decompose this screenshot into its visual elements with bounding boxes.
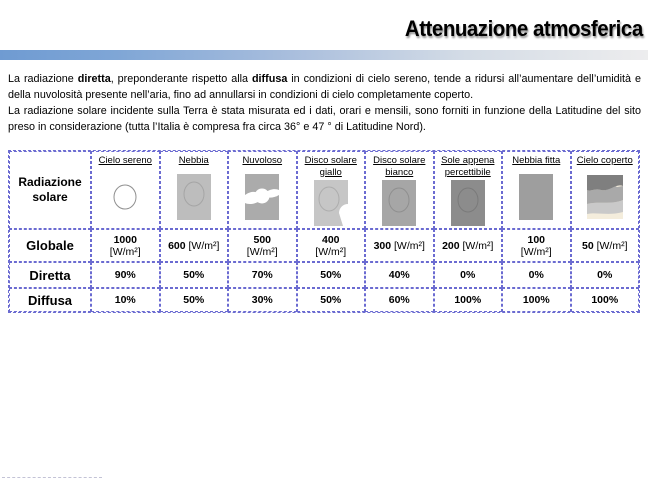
- condition-header: Cielo coperto: [570, 151, 639, 229]
- radiation-table: Radiazione solare Cielo sereno Nebbia Nuvolo…: [8, 150, 640, 313]
- value-cell: 0%: [502, 262, 571, 288]
- condition-label: Sole appena percettibile: [441, 155, 495, 178]
- condition-header: Disco solare bianco: [365, 151, 434, 229]
- fog-icon: [176, 167, 211, 229]
- condition-header: Nuvoloso: [228, 151, 297, 229]
- intro-paragraph: La radiazione diretta, preponderante ris…: [8, 71, 641, 135]
- sun-outline-icon: [112, 167, 138, 229]
- condition-header: Cielo sereno: [91, 151, 160, 229]
- value-cell: 30%: [228, 288, 297, 312]
- condition-header: Sole appena percettibile: [433, 151, 502, 229]
- value-cell: 0%: [433, 262, 502, 288]
- value-cell: 100%: [570, 288, 639, 312]
- cloudy-icon: [245, 167, 280, 229]
- value-cell: 300 [W/m²]: [365, 229, 434, 262]
- condition-header: Nebbia: [159, 151, 228, 229]
- condition-header: Disco solare giallo: [296, 151, 365, 229]
- row-label: Globale: [9, 229, 91, 262]
- thick-fog-icon: [519, 167, 554, 229]
- condition-header: Nebbia fitta: [502, 151, 571, 229]
- slide-title: Attenuazione atmosferica: [405, 16, 643, 41]
- condition-label: Nebbia: [178, 155, 209, 166]
- radiation-data-table: Radiazione solare Cielo sereno Nebbia Nuvolo…: [8, 150, 640, 313]
- value-cell: 70%: [228, 262, 297, 288]
- value-cell: 40%: [365, 262, 434, 288]
- row-label: Diffusa: [9, 288, 91, 312]
- row-label: Diretta: [9, 262, 91, 288]
- value-cell: 0%: [570, 262, 639, 288]
- paragraph: La radiazione solare incidente sulla Ter…: [8, 105, 641, 133]
- value-cell: 500 [W/m²]: [228, 229, 297, 262]
- footer-placeholder-dashes: [2, 477, 102, 478]
- value-cell: 50 [W/m²]: [570, 229, 639, 262]
- condition-label: Cielo sereno: [98, 155, 152, 166]
- value-cell: 50%: [296, 262, 365, 288]
- paragraph: La radiazione diretta, preponderante ris…: [8, 73, 641, 101]
- sun-disc-icon: [382, 178, 417, 228]
- condition-label: Nebbia fitta: [512, 155, 561, 166]
- value-cell: 200 [W/m²]: [433, 229, 502, 262]
- value-cell: 60%: [365, 288, 434, 312]
- value-cell: 50%: [159, 262, 228, 288]
- sun-disc-notch-icon: [313, 178, 348, 228]
- corner-header: Radiazione solare: [9, 151, 91, 229]
- condition-label: Cielo coperto: [576, 155, 633, 166]
- condition-label: Nuvoloso: [242, 155, 283, 166]
- value-cell: 400 [W/m²]: [296, 229, 365, 262]
- value-cell: 1000 [W/m²]: [91, 229, 160, 262]
- value-cell: 50%: [159, 288, 228, 312]
- condition-label: Disco solare bianco: [373, 155, 426, 178]
- condition-label: Disco solare giallo: [304, 155, 357, 178]
- value-cell: 100 [W/m²]: [502, 229, 571, 262]
- value-cell: 100%: [502, 288, 571, 312]
- value-cell: 100%: [433, 288, 502, 312]
- value-cell: 10%: [91, 288, 160, 312]
- overcast-icon: [586, 167, 623, 229]
- value-cell: 600 [W/m²]: [159, 229, 228, 262]
- title-divider-bar: [0, 50, 648, 60]
- value-cell: 50%: [296, 288, 365, 312]
- value-cell: 90%: [91, 262, 160, 288]
- sun-faint-icon: [450, 178, 485, 228]
